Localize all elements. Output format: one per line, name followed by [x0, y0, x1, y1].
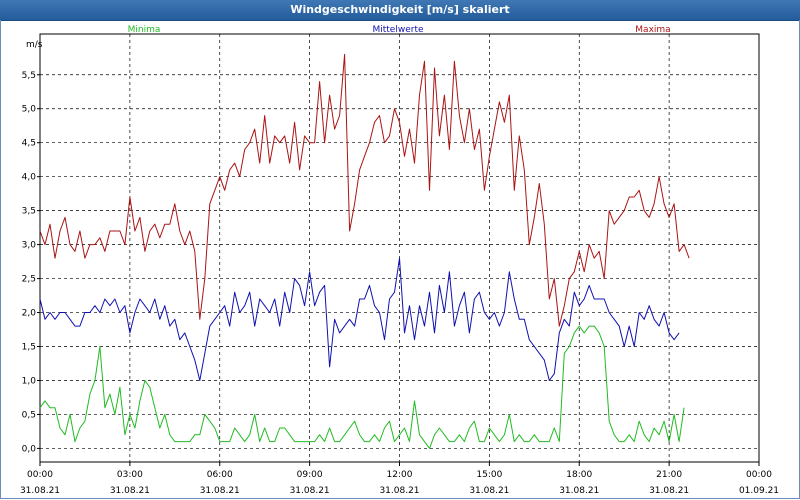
x-tick-date-label: 31.08.21	[290, 486, 330, 496]
series-line-maxima	[39, 53, 690, 327]
y-tick-label: 2,5	[22, 275, 36, 285]
legend-mittelwerte: Mittelwerte	[372, 25, 423, 35]
x-axis: 00:00 31.08.21 03:00 31.08.21 06:00 31.08.21 0…	[20, 462, 779, 496]
x-tick-date-label: 31.08.21	[110, 486, 150, 496]
x-tick-date-label: 31.08.21	[20, 486, 60, 496]
x-tick-time-label: 03:00	[117, 470, 143, 480]
x-tick-time-label: 15:00	[476, 470, 502, 480]
series-line-mittelwerte	[39, 257, 680, 381]
y-tick-label: 4,5	[22, 139, 36, 149]
x-tick-time-label: 09:00	[297, 470, 323, 480]
y-tick-label: 3,5	[22, 207, 36, 217]
plot-area-border	[39, 33, 760, 463]
series-group	[39, 53, 690, 449]
x-tick-time-label: 06:00	[207, 470, 233, 480]
x-tick-time-label: 18:00	[566, 470, 592, 480]
y-axis-unit-label: m/s	[26, 40, 43, 50]
x-tick-date-label: 31.08.21	[469, 486, 509, 496]
window-title: Windgeschwindigkeit [m/s] skaliert	[0, 0, 800, 21]
y-tick-label: 3,0	[22, 241, 37, 251]
series-line-minima	[39, 325, 685, 449]
x-tick-date-label: 31.08.21	[559, 486, 599, 496]
x-tick-date-label: 31.08.21	[649, 486, 689, 496]
y-tick-label: 4,0	[22, 173, 37, 183]
y-axis: 0,0 0,5 1,0 1,5 2,0 2,5 3,0 3,5 4,0 4,5 5,0 5,5	[22, 71, 40, 454]
x-tick-date-label: 31.08.21	[379, 486, 419, 496]
y-tick-label: 1,0	[22, 376, 37, 386]
y-tick-label: 1,5	[22, 343, 36, 353]
y-tick-label: 5,5	[22, 71, 36, 81]
y-tick-label: 0,0	[22, 444, 37, 454]
legend-minima: Minima	[128, 25, 161, 35]
x-tick-date-label: 01.09.21	[739, 486, 779, 496]
grid-lines	[40, 34, 759, 462]
x-tick-time-label: 12:00	[387, 470, 413, 480]
y-tick-label: 2,0	[22, 309, 37, 319]
legend-maxima: Maxima	[635, 25, 670, 35]
x-tick-time-label: 21:00	[656, 470, 682, 480]
x-tick-date-label: 31.08.21	[200, 486, 240, 496]
y-tick-label: 5,0	[22, 105, 37, 115]
y-tick-label: 0,5	[22, 410, 36, 420]
x-tick-time-label: 00:00	[27, 470, 53, 480]
x-tick-time-label: 00:00	[746, 470, 772, 480]
